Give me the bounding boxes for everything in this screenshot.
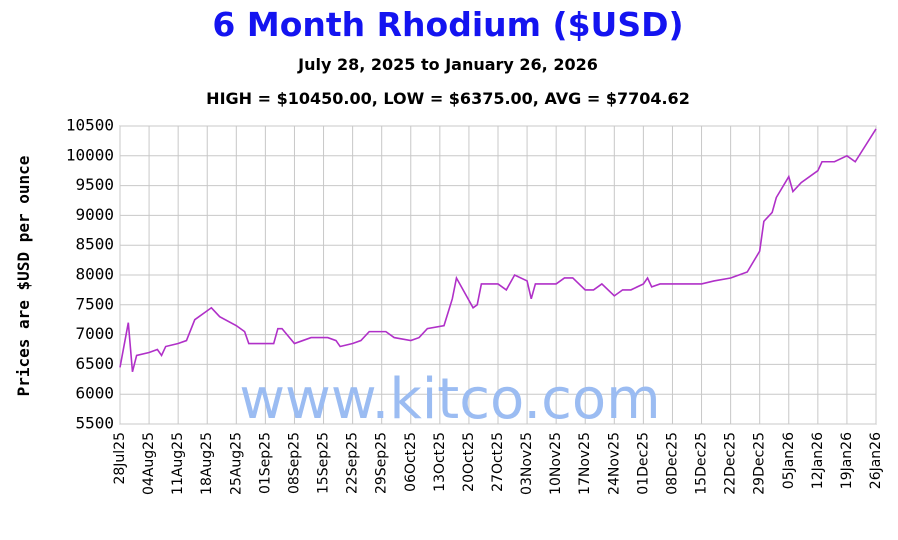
y-tick-label: 10000 <box>66 145 114 164</box>
x-tick-label: 08Sep25 <box>286 432 302 494</box>
y-axis-title: Prices are $USD per ounce <box>14 156 33 397</box>
x-tick-label: 15Dec25 <box>694 432 710 495</box>
chart-title: 6 Month Rhodium ($USD) <box>212 5 683 44</box>
x-tick-label: 25Aug25 <box>228 432 244 495</box>
y-tick-label: 6500 <box>75 354 114 373</box>
x-tick-label: 19Jan26 <box>839 432 855 489</box>
x-tick-label: 29Sep25 <box>374 432 390 494</box>
x-tick-label: 17Nov25 <box>577 432 593 495</box>
x-tick-label: 04Aug25 <box>141 432 157 495</box>
x-tick-label: 01Dec25 <box>635 432 651 495</box>
x-tick-label: 06Oct25 <box>403 432 419 492</box>
x-tick-label: 22Sep25 <box>345 432 361 494</box>
y-tick-label: 6000 <box>75 384 114 403</box>
x-tick-label: 01Sep25 <box>257 432 273 494</box>
x-tick-label: 22Dec25 <box>723 432 739 495</box>
y-tick-label: 7000 <box>75 324 114 343</box>
x-tick-label: 28Jul25 <box>112 432 128 485</box>
y-tick-label: 8500 <box>75 235 114 254</box>
x-tick-label: 15Sep25 <box>316 432 332 494</box>
y-tick-label: 9000 <box>75 205 114 224</box>
x-tick-label: 27Oct25 <box>490 432 506 492</box>
price-line <box>119 128 877 373</box>
chart-subtitle: July 28, 2025 to January 26, 2026 <box>297 55 598 74</box>
x-tick-label: 26Jan26 <box>868 432 884 489</box>
y-tick-label: 10500 <box>66 116 114 135</box>
x-tick-label: 13Oct25 <box>432 432 448 492</box>
x-tick-label: 20Oct25 <box>461 432 477 492</box>
x-tick-label: 18Aug25 <box>199 432 215 495</box>
x-tick-label: 11Aug25 <box>170 432 186 495</box>
x-tick-label: 03Nov25 <box>519 432 535 495</box>
y-tick-label: 5500 <box>75 414 114 433</box>
chart-stats: HIGH = $10450.00, LOW = $6375.00, AVG = … <box>206 89 690 108</box>
x-tick-label: 12Jan26 <box>810 432 826 489</box>
x-tick-label: 24Nov25 <box>606 432 622 495</box>
y-tick-label: 9500 <box>75 175 114 194</box>
y-tick-label: 8000 <box>75 265 114 284</box>
x-tick-label: 08Dec25 <box>664 432 680 495</box>
y-tick-label: 7500 <box>75 294 114 313</box>
watermark: www.kitco.com <box>239 367 660 432</box>
x-tick-label: 29Dec25 <box>752 432 768 495</box>
x-tick-label: 10Nov25 <box>548 432 564 495</box>
x-tick-label: 05Jan26 <box>781 432 797 489</box>
